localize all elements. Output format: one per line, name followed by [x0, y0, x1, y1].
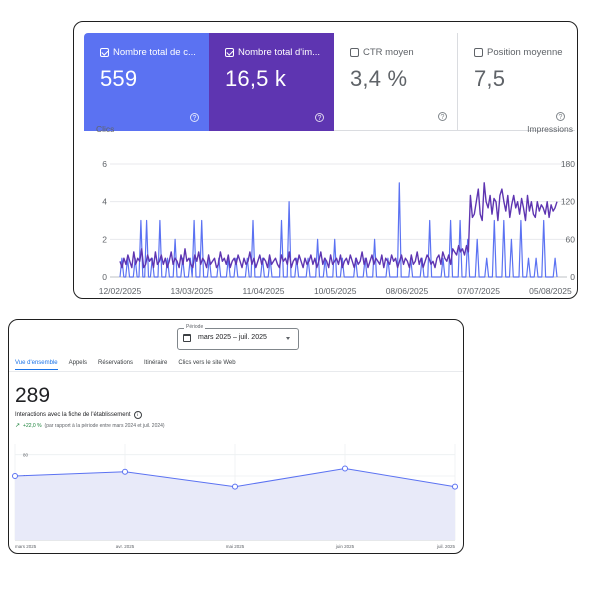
x-tick-label: mai 2025 — [226, 544, 245, 549]
y-tick-left: 0 — [102, 272, 107, 282]
metric-label: Nombre total d'im... — [238, 47, 321, 58]
x-tick-label: juin 2025 — [335, 544, 355, 549]
help-icon[interactable]: ? — [315, 113, 324, 122]
x-tick-label: juil. 2025 — [436, 544, 456, 549]
data-point — [232, 483, 238, 490]
period-label: Période — [184, 324, 206, 330]
data-point — [12, 473, 18, 479]
metric-value: 7,5 — [474, 66, 506, 91]
trend-value: +22,0 % — [23, 422, 42, 429]
search-console-performance-card: Nombre total de c... 559 ? Nombre total … — [73, 21, 578, 299]
tab-divider — [9, 371, 463, 372]
tab-bar: Vue d'ensemble Appels Réservations Itiné… — [15, 360, 247, 370]
tab-overview[interactable]: Vue d'ensemble — [15, 360, 58, 370]
dropdown-caret-icon — [286, 337, 290, 340]
checkbox-unchecked-icon[interactable] — [350, 48, 359, 57]
tab-website-clicks[interactable]: Clics vers le site Web — [178, 360, 236, 366]
x-tick-label: 11/04/2025 — [243, 286, 285, 296]
metric-card-ctr[interactable]: CTR moyen 3,4 % ? — [334, 33, 458, 131]
trend-line: ↗ +22,0 % (par rapport à la période entr… — [15, 422, 165, 430]
tab-bookings[interactable]: Réservations — [97, 360, 133, 366]
metric-value: 3,4 % — [350, 66, 408, 91]
metric-value: 16,5 k — [225, 66, 287, 91]
x-tick-label: 10/05/2025 — [314, 286, 357, 296]
metric-value: 559 — [100, 66, 138, 91]
data-point — [452, 483, 458, 490]
metric-card-position[interactable]: Position moyenne 7,5 ? — [458, 33, 575, 131]
y-axis-left-title: Clics — [96, 124, 114, 134]
x-tick-label: avr. 2025 — [116, 544, 135, 549]
y-tick-right: 120 — [561, 197, 575, 207]
help-icon[interactable]: ? — [190, 113, 199, 122]
x-tick-label: 12/02/2025 — [99, 286, 142, 296]
period-select[interactable]: Période mars 2025 – juil. 2025 — [177, 324, 299, 350]
data-point — [122, 468, 128, 475]
period-value: mars 2025 – juil. 2025 — [198, 334, 267, 341]
series-line-impressions — [119, 182, 558, 269]
y-tick-right: 180 — [561, 159, 575, 169]
tab-directions[interactable]: Itinéraire — [144, 360, 168, 366]
trend-text: (par rapport à la période entre mars 202… — [44, 422, 165, 429]
info-icon[interactable]: i — [133, 411, 142, 419]
x-tick-label: 07/07/2025 — [457, 286, 500, 296]
x-tick-label: 05/08/2025 — [529, 286, 572, 296]
area-fill — [15, 468, 455, 540]
y-tick-left: 4 — [102, 197, 107, 207]
series-line-clics — [119, 182, 558, 278]
business-profile-card: Période mars 2025 – juil. 2025 Vue d'ens… — [8, 319, 464, 554]
data-point — [342, 465, 348, 472]
trend-up-icon: ↗ — [15, 423, 21, 429]
x-tick-label: mars 2025 — [15, 544, 37, 549]
metric-card-impressions[interactable]: Nombre total d'im... 16,5 k ? — [209, 33, 334, 131]
x-tick-label: 08/06/2025 — [386, 286, 429, 296]
y-tick-left: 6 — [102, 159, 107, 169]
y-tick-left: 2 — [102, 234, 107, 244]
x-tick-label: 13/03/2025 — [170, 286, 213, 296]
metric-selector-row: Nombre total de c... 559 ? Nombre total … — [84, 33, 575, 131]
checkbox-checked-icon[interactable] — [225, 48, 234, 57]
total-interactions: 289 — [15, 384, 51, 407]
calendar-icon — [183, 334, 191, 342]
checkbox-checked-icon[interactable] — [100, 48, 109, 57]
y-tick-right: 0 — [570, 272, 575, 282]
y-axis-right-title: Impressions — [527, 124, 573, 134]
y-tick-right: 60 — [566, 234, 576, 244]
y-tick-label: 80 — [23, 453, 29, 458]
metric-label: CTR moyen — [363, 47, 414, 58]
checkbox-unchecked-icon[interactable] — [474, 48, 483, 57]
metric-card-clicks[interactable]: Nombre total de c... 559 ? — [84, 33, 209, 131]
help-icon[interactable]: ? — [438, 112, 447, 121]
tab-calls[interactable]: Appels — [68, 360, 87, 366]
metric-label: Nombre total de c... — [113, 47, 196, 58]
metric-label: Position moyenne — [487, 47, 563, 58]
help-icon[interactable]: ? — [556, 112, 565, 121]
total-label: Interactions avec la fiche de l'établiss… — [15, 412, 131, 418]
